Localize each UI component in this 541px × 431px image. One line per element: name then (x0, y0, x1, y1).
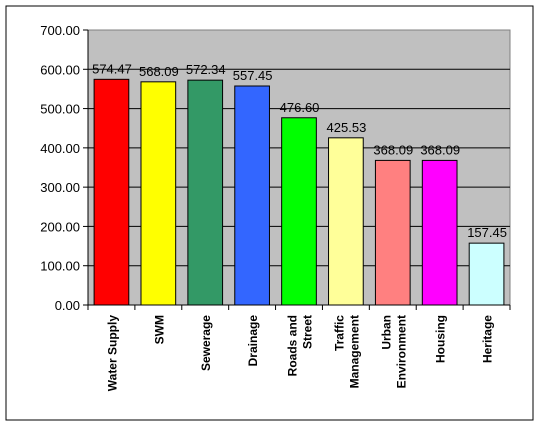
data-label: 557.45 (233, 68, 273, 83)
data-label: 476.60 (280, 100, 320, 115)
bar (328, 137, 364, 306)
data-label: 368.09 (373, 142, 413, 157)
bar (234, 85, 270, 306)
x-tick-label: Drainage (246, 315, 260, 367)
x-tick-label: Water Supply (105, 315, 119, 392)
x-tick-label: Street (301, 315, 315, 349)
y-tick-label: 0.00 (55, 298, 80, 313)
y-tick-label: 100.00 (40, 259, 80, 274)
data-label: 574.47 (92, 61, 132, 76)
data-label: 572.34 (186, 62, 226, 77)
bars (93, 78, 505, 306)
data-label: 157.45 (467, 225, 507, 240)
y-tick-label: 600.00 (40, 62, 80, 77)
data-labels: 574.47 568.09 572.34 557.45 476.60 425.53 368.… (92, 61, 507, 240)
bar (421, 159, 458, 306)
x-tick-label: Traffic (332, 315, 346, 351)
x-tick-label: Environment (394, 315, 408, 388)
y-tick-label: 400.00 (40, 141, 80, 156)
data-label: 368.09 (420, 142, 460, 157)
x-tick-label: Sewerage (199, 315, 213, 371)
bar (281, 117, 317, 306)
x-tick-label: SWM (152, 315, 166, 344)
y-tick-label: 200.00 (40, 219, 80, 234)
y-tick-label: 700.00 (40, 23, 80, 38)
x-tick-label: Urban (379, 315, 393, 350)
bar (374, 159, 411, 306)
y-tick-label: 500.00 (40, 102, 80, 117)
data-label: 568.09 (139, 64, 179, 79)
x-tick-label: Housing (434, 315, 448, 363)
x-tick-label: Management (347, 315, 361, 388)
bar (187, 79, 224, 306)
data-label: 425.53 (327, 120, 367, 135)
x-tick-label: Roads and (286, 315, 300, 376)
bar (468, 242, 505, 306)
bar (93, 78, 130, 306)
y-tick-label: 300.00 (40, 180, 80, 195)
bar (140, 81, 177, 306)
x-tick-label: Heritage (481, 315, 495, 363)
x-axis: Water Supply SWM Sewerage Drainage Roads and… (87, 305, 511, 392)
